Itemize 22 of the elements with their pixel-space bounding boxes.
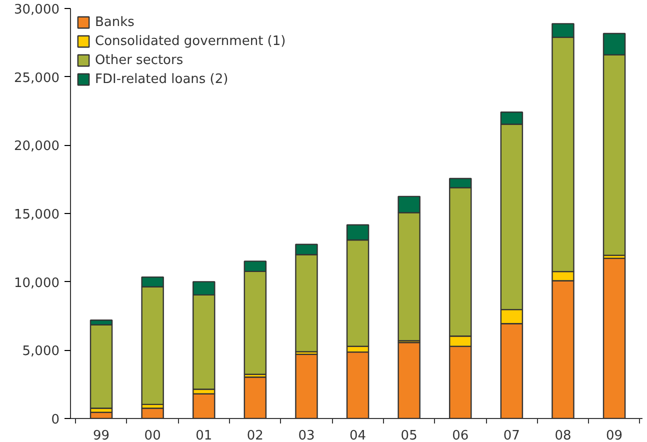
y-tick-label: 20,000: [14, 139, 60, 154]
y-tick-label: 0: [51, 412, 60, 428]
x-tick-label: 08: [554, 428, 572, 442]
y-tick-label: 5,000: [22, 344, 60, 360]
legend-label: Consolidated government (1): [95, 33, 286, 49]
x-tick-label: 05: [400, 428, 418, 442]
x-tick-label: 04: [350, 428, 366, 442]
y-tick-label: 25,000: [14, 70, 60, 86]
x-tick-label: 09: [606, 428, 623, 442]
x-tick-label: 02: [246, 428, 264, 442]
y-tick-label: 15,000: [14, 208, 60, 222]
x-tick-label: 99: [93, 428, 110, 442]
x-tick-label: 06: [452, 428, 469, 442]
legend-label: FDI-related loans (2): [95, 71, 228, 87]
x-tick-label: 01: [196, 428, 212, 442]
legend-label: Other sectors: [95, 52, 184, 68]
y-tick-label: 10,000: [14, 276, 60, 291]
legend-label: Banks: [95, 14, 134, 30]
x-tick-label: 03: [298, 428, 315, 442]
x-tick-label: 07: [503, 428, 520, 442]
y-tick-label: 30,000: [14, 2, 60, 18]
x-tick-label: 00: [144, 428, 161, 442]
